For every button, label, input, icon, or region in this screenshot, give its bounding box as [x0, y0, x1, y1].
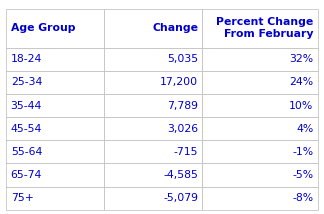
Text: 18-24: 18-24 — [11, 54, 42, 64]
Text: 45-54: 45-54 — [11, 124, 42, 134]
Bar — [104, 187, 202, 210]
Bar — [104, 94, 202, 117]
Text: 7,789: 7,789 — [167, 101, 198, 111]
Bar — [202, 94, 318, 117]
Text: Age Group: Age Group — [11, 23, 75, 33]
Text: Percent Change
From February: Percent Change From February — [216, 17, 313, 39]
Bar — [202, 117, 318, 140]
Bar — [104, 163, 202, 187]
Bar — [6, 163, 104, 187]
Bar — [202, 140, 318, 163]
Bar — [202, 187, 318, 210]
Bar — [202, 9, 318, 48]
Bar — [6, 71, 104, 94]
Text: -715: -715 — [174, 147, 198, 157]
Text: 4%: 4% — [296, 124, 313, 134]
Text: 65-74: 65-74 — [11, 170, 42, 180]
Bar — [104, 48, 202, 71]
Text: Change: Change — [152, 23, 198, 33]
Bar — [104, 117, 202, 140]
Text: -8%: -8% — [292, 193, 313, 203]
Text: -5%: -5% — [292, 170, 313, 180]
Text: 75+: 75+ — [11, 193, 34, 203]
Text: 3,026: 3,026 — [167, 124, 198, 134]
Text: 24%: 24% — [289, 77, 313, 88]
Bar — [202, 163, 318, 187]
Text: 35-44: 35-44 — [11, 101, 42, 111]
Bar — [6, 187, 104, 210]
Bar — [6, 9, 104, 48]
Bar — [104, 140, 202, 163]
Bar — [202, 71, 318, 94]
Text: 55-64: 55-64 — [11, 147, 42, 157]
Bar — [202, 48, 318, 71]
Text: 32%: 32% — [289, 54, 313, 64]
Text: -1%: -1% — [292, 147, 313, 157]
Text: 5,035: 5,035 — [167, 54, 198, 64]
Bar — [104, 71, 202, 94]
Text: 10%: 10% — [289, 101, 313, 111]
Bar — [104, 9, 202, 48]
Bar — [6, 117, 104, 140]
Bar — [6, 48, 104, 71]
Text: 17,200: 17,200 — [160, 77, 198, 88]
Text: -5,079: -5,079 — [163, 193, 198, 203]
Text: -4,585: -4,585 — [163, 170, 198, 180]
Text: 25-34: 25-34 — [11, 77, 42, 88]
Bar — [6, 94, 104, 117]
Bar — [6, 140, 104, 163]
